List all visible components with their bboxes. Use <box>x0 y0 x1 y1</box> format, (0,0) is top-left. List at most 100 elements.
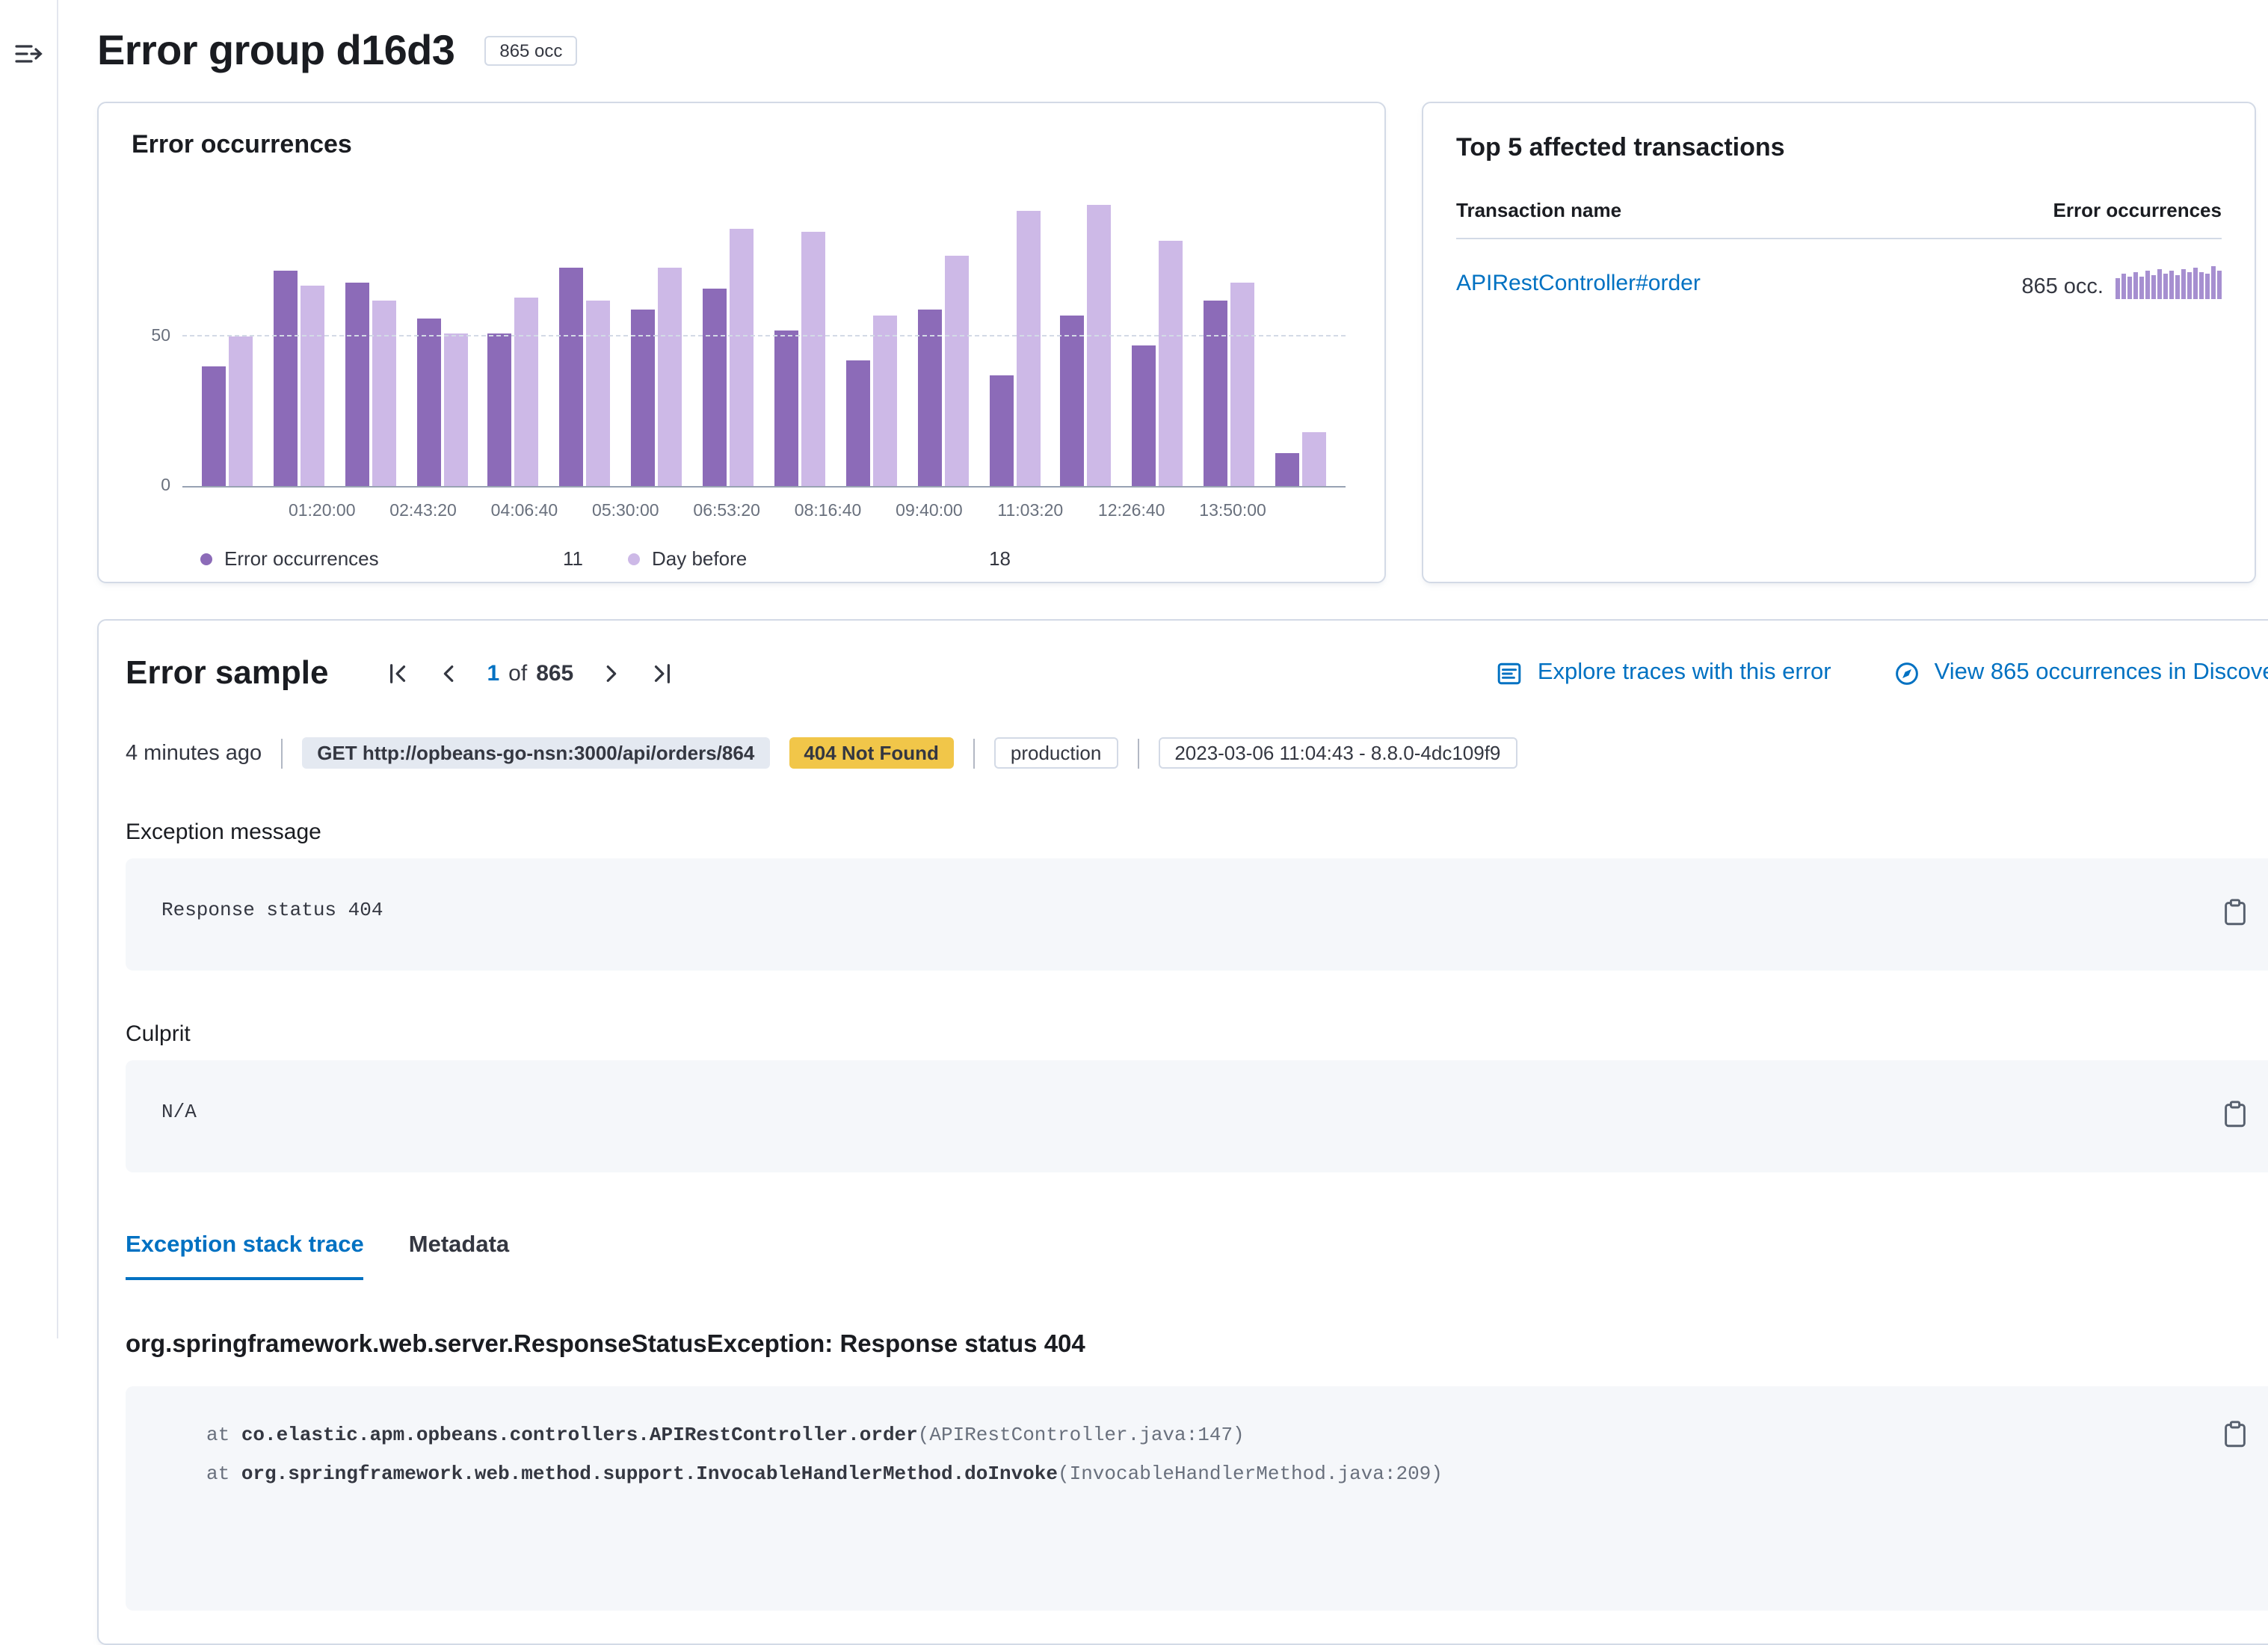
bar <box>1302 432 1327 486</box>
transaction-occurrence-count: 865 occ. <box>2021 275 2104 299</box>
meta-separator <box>973 738 975 768</box>
error-sample-title: Error sample <box>126 654 329 691</box>
next-page-icon <box>600 662 622 684</box>
bar <box>487 333 512 486</box>
spark-bar <box>2187 272 2192 299</box>
copy-exception-message-button[interactable] <box>2223 897 2250 927</box>
bar <box>1132 345 1156 486</box>
bar <box>1016 211 1041 486</box>
bar-group <box>979 187 1050 486</box>
bar-group <box>1265 187 1337 486</box>
page-header: Error group d16d3 865 occ <box>97 27 2256 75</box>
bar <box>944 256 969 486</box>
frame-at: at <box>206 1424 241 1446</box>
expand-menu-button[interactable] <box>13 39 43 69</box>
y-axis-tick: 50 <box>151 328 170 345</box>
spark-bar <box>2121 274 2126 299</box>
page-of-label: of <box>508 660 528 686</box>
spark-bar <box>2133 272 2138 299</box>
page-indicator: 1 of 865 <box>487 660 573 686</box>
occurrences-count-badge: 865 occ <box>484 36 578 66</box>
bar-group <box>764 187 836 486</box>
legend-value: 11 <box>563 547 583 570</box>
bar-plot <box>182 187 1346 486</box>
bar-group <box>335 187 407 486</box>
first-page-icon <box>387 662 410 684</box>
bar <box>631 310 656 486</box>
legend-label: Error occurrences <box>224 547 379 570</box>
error-sample-header: Error sample <box>126 654 2268 692</box>
error-occurrences-panel: Error occurrences 0 50 01:20:00 02:43:20 04… <box>97 102 1386 583</box>
bar <box>1275 453 1300 486</box>
x-axis-tick: 02:43:20 <box>389 502 457 520</box>
bar-group <box>907 187 979 486</box>
spark-bar <box>2169 271 2174 299</box>
bar <box>872 316 897 486</box>
bar <box>1204 301 1228 486</box>
total-pages: 865 <box>536 660 574 686</box>
tab-metadata[interactable]: Metadata <box>408 1232 510 1258</box>
spark-bar <box>2116 278 2120 299</box>
exception-message-block: Response status 404 <box>126 858 2268 971</box>
spark-bar <box>2211 266 2216 299</box>
frame-location: (InvocableHandlerMethod.java:209) <box>1058 1463 1443 1485</box>
sample-header-actions: Explore traces with this error View 865 … <box>1497 659 2268 686</box>
transactions-panel-title: Top 5 affected transactions <box>1456 133 1785 162</box>
x-axis-tick: 12:26:40 <box>1097 502 1165 520</box>
spark-bar <box>2175 275 2180 299</box>
page-title: Error group d16d3 <box>97 27 455 73</box>
next-page-button[interactable] <box>597 659 624 686</box>
spark-bar <box>2145 271 2150 299</box>
transaction-link[interactable]: APIRestController#order <box>1456 270 1701 295</box>
sample-tabs: Exception stack trace Metadata <box>126 1232 2268 1280</box>
y-axis-tick: 0 <box>161 477 170 495</box>
error-occurrences-chart: 0 50 01:20:00 02:43:20 04:06:40 05:30:00 06:5… <box>151 187 1346 570</box>
collapsed-sidebar <box>0 0 58 1338</box>
bar-group <box>263 187 335 486</box>
bar-group <box>692 187 764 486</box>
exception-title: org.springframework.web.server.ResponseS… <box>126 1331 1085 1358</box>
timestamp-version-badge: 2023-03-06 11:04:43 - 8.8.0-4dc109f9 <box>1158 737 1517 769</box>
previous-page-button[interactable] <box>436 659 463 686</box>
stack-frame: at co.elastic.apm.opbeans.controllers.AP… <box>161 1416 2247 1455</box>
culprit-block: N/A <box>126 1060 2268 1172</box>
last-page-button[interactable] <box>648 659 675 686</box>
column-transaction-name: Transaction name <box>1456 199 1622 221</box>
transaction-occurrences-cell: 865 occ. <box>2021 266 2222 299</box>
spark-bar <box>2181 269 2186 299</box>
bar-group <box>406 187 478 486</box>
bar <box>1087 205 1112 486</box>
culprit-value: N/A <box>161 1101 197 1123</box>
spark-bar <box>2205 274 2210 299</box>
trace-explorer-icon <box>1497 660 1523 686</box>
tab-exception-stack-trace[interactable]: Exception stack trace <box>126 1232 364 1280</box>
spark-bar <box>2139 277 2144 299</box>
explore-traces-link[interactable]: Explore traces with this error <box>1497 659 1831 686</box>
legend-item[interactable]: Error occurrences 11 <box>200 547 601 570</box>
stack-frames: at co.elastic.apm.opbeans.controllers.AP… <box>161 1416 2247 1494</box>
bar-group <box>1050 187 1122 486</box>
bar <box>917 310 942 486</box>
request-method-badge: GET http://opbeans-go-nsn:3000/api/order… <box>302 737 770 769</box>
explore-traces-label: Explore traces with this error <box>1537 659 1831 685</box>
time-ago-text: 4 minutes ago <box>126 741 262 765</box>
frame-at: at <box>206 1463 241 1485</box>
first-page-button[interactable] <box>385 659 412 686</box>
exception-message-label: Exception message <box>126 820 321 845</box>
previous-page-icon <box>438 662 460 684</box>
bar <box>443 333 468 486</box>
bar <box>228 336 253 486</box>
meta-separator <box>1137 738 1139 768</box>
bar <box>201 366 226 486</box>
discover-compass-icon <box>1894 660 1920 686</box>
bar-group <box>1122 187 1194 486</box>
copy-culprit-button[interactable] <box>2223 1099 2250 1129</box>
legend-label: Day before <box>652 547 748 570</box>
legend-item[interactable]: Day before 18 <box>628 547 1029 570</box>
bar-group <box>1194 187 1266 486</box>
bar <box>703 289 727 486</box>
view-in-discover-link[interactable]: View 865 occurrences in Discover <box>1894 659 2268 686</box>
copy-stack-trace-button[interactable] <box>2223 1419 2250 1449</box>
frame-location: (APIRestController.java:147) <box>917 1424 1245 1446</box>
spark-bar <box>2193 268 2198 299</box>
